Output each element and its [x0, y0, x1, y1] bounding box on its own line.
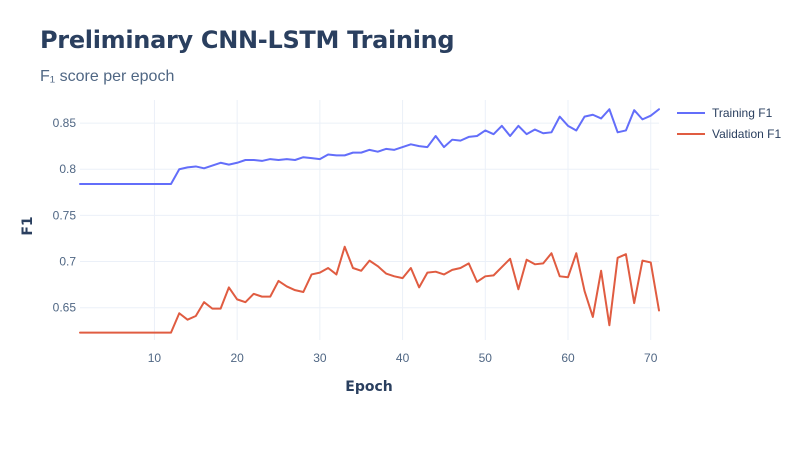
legend-item[interactable]: Validation F1: [677, 127, 781, 141]
series-line-training-f1: [79, 108, 660, 185]
chart-title: Preliminary CNN-LSTM Training: [40, 26, 455, 54]
y-tick-label: 0.65: [53, 301, 77, 315]
legend-label: Training F1: [712, 106, 773, 120]
x-tick-label: 60: [561, 351, 575, 365]
y-tick-label: 0.75: [53, 208, 77, 222]
legend: Training F1 Validation F1: [677, 106, 781, 141]
x-axis-title: Epoch: [345, 379, 392, 395]
y-tick-label: 0.7: [59, 255, 76, 269]
legend-item[interactable]: Training F1: [677, 106, 773, 120]
y-tick-label: 0.8: [59, 162, 76, 176]
x-tick-label: 30: [313, 351, 327, 365]
y-axis-title: F1: [20, 216, 36, 235]
x-tick-label: 70: [644, 351, 658, 365]
x-tick-label: 50: [479, 351, 493, 365]
x-axis-ticks: 10 20 30 40 50 60 70: [148, 351, 658, 365]
series-line-validation-f1: [79, 245, 660, 334]
legend-label: Validation F1: [712, 127, 781, 141]
plot-lines: [79, 108, 660, 334]
chart-subtitle: F₁ score per epoch: [40, 68, 175, 85]
y-axis-ticks: 0.65 0.7 0.75 0.8 0.85: [53, 116, 77, 315]
x-gridlines: [153, 100, 652, 340]
x-tick-label: 40: [396, 351, 410, 365]
x-tick-label: 20: [230, 351, 244, 365]
y-tick-label: 0.85: [53, 116, 77, 130]
x-tick-label: 10: [148, 351, 162, 365]
